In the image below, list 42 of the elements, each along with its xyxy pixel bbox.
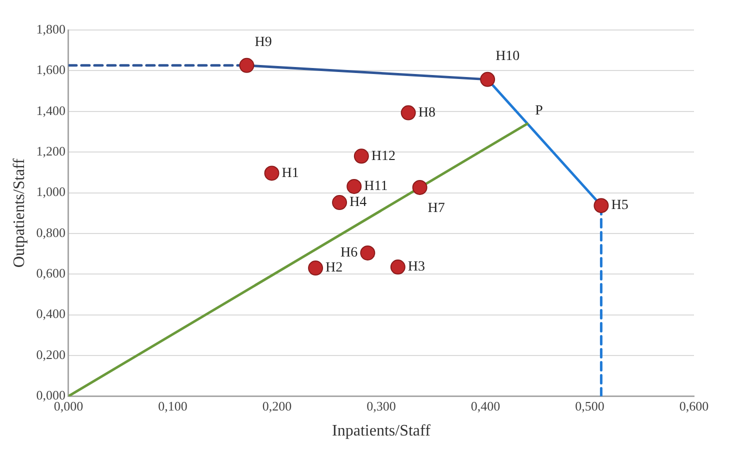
- point: [412, 180, 428, 195]
- x-tick-label: 0,500: [575, 398, 604, 414]
- y-tick-label: 1,400: [36, 102, 66, 118]
- annotation: H2: [326, 260, 343, 276]
- annotation: H1: [282, 166, 299, 181]
- y-tick-label: 0,400: [36, 306, 66, 322]
- x-tick-label: 0,300: [366, 398, 396, 414]
- y-tick-label: 0,200: [36, 346, 66, 362]
- annotation: H3: [408, 260, 426, 275]
- y-axis-title: Outpatients/Staff: [10, 158, 28, 268]
- x-tick-label: 0,100: [158, 398, 188, 414]
- y-tick-label: 1,000: [36, 184, 66, 200]
- y-tick-label: 1,600: [36, 62, 66, 78]
- annotation: H12: [371, 148, 396, 164]
- x-tick-label: 0,600: [679, 398, 709, 414]
- point: [360, 245, 376, 260]
- y-tick-label: 1,200: [36, 143, 66, 158]
- y-tick-label: 0,600: [36, 266, 66, 281]
- x-axis-title: Inpatients/Staff: [332, 422, 432, 440]
- point: [390, 260, 406, 275]
- point: [308, 260, 324, 276]
- point: [332, 195, 348, 210]
- x-tick-label: 0,400: [470, 398, 500, 414]
- point: [264, 166, 280, 181]
- annotation: H4: [350, 195, 367, 210]
- point: [480, 72, 496, 87]
- annotation: P: [535, 103, 544, 118]
- annotation: H8: [418, 105, 436, 120]
- y-tick-label: 1,800: [36, 21, 66, 36]
- annotation: H10: [496, 49, 520, 64]
- annotation: H5: [611, 198, 628, 214]
- point: [594, 198, 609, 214]
- annotation: H6: [340, 246, 358, 261]
- annotation: H11: [364, 179, 388, 194]
- point: [400, 105, 416, 120]
- y-tick-label: 0,800: [36, 224, 66, 240]
- x-tick-label: 0,200: [262, 398, 292, 414]
- annotation: H7: [428, 201, 445, 216]
- point: [346, 178, 362, 194]
- point: [239, 58, 254, 73]
- annotation: H9: [254, 35, 272, 50]
- point: [354, 148, 369, 164]
